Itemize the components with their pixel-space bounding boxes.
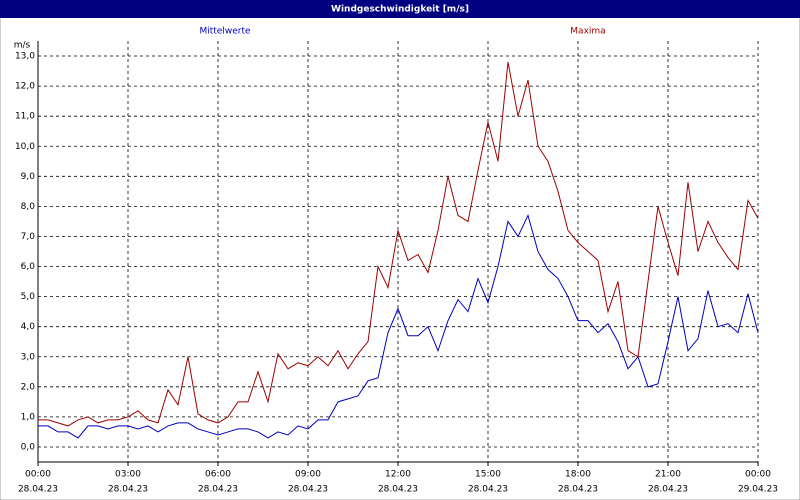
series-line bbox=[38, 61, 759, 427]
x-tick-date: 29.04.23 bbox=[738, 485, 778, 495]
y-tick-label: 10,0 bbox=[15, 142, 35, 152]
x-tick-label: 06:00 bbox=[205, 470, 231, 480]
y-tick-label: 8,0 bbox=[21, 202, 36, 212]
y-tick-label: 2,0 bbox=[21, 382, 36, 392]
x-tick-label: 00:00 bbox=[745, 470, 771, 480]
x-tick-label: 09:00 bbox=[295, 470, 321, 480]
x-tick-label: 21:00 bbox=[655, 470, 681, 480]
y-tick-label: 13,0 bbox=[15, 52, 35, 62]
x-tick-label: 03:00 bbox=[115, 470, 141, 480]
y-tick-label: 0,0 bbox=[21, 442, 36, 452]
x-tick-label: 00:00 bbox=[25, 470, 51, 480]
y-tick-label: 12,0 bbox=[15, 82, 35, 92]
x-tick-label: 18:00 bbox=[565, 470, 591, 480]
x-tick-date: 28.04.23 bbox=[378, 485, 418, 495]
x-tick-date: 28.04.23 bbox=[558, 485, 598, 495]
chart-title: Windgeschwindigkeit [m/s] bbox=[331, 5, 469, 15]
x-tick-date: 28.04.23 bbox=[108, 485, 148, 495]
y-tick-label: 9,0 bbox=[21, 172, 36, 182]
x-tick-date: 28.04.23 bbox=[468, 485, 508, 495]
y-tick-label: 4,0 bbox=[21, 322, 36, 332]
y-tick-label: 1,0 bbox=[21, 412, 36, 422]
y-tick-label: 5,0 bbox=[21, 292, 36, 302]
x-tick-date: 28.04.23 bbox=[18, 485, 58, 495]
y-tick-label: 6,0 bbox=[21, 262, 36, 272]
y-tick-label: 11,0 bbox=[15, 112, 35, 122]
y-tick-label: 3,0 bbox=[21, 352, 36, 362]
x-tick-label: 15:00 bbox=[475, 470, 501, 480]
legend-label: Maxima bbox=[570, 27, 605, 37]
x-tick-date: 28.04.23 bbox=[198, 485, 238, 495]
title-bar bbox=[0, 0, 800, 18]
x-tick-label: 12:00 bbox=[385, 470, 411, 480]
y-tick-label: 7,0 bbox=[21, 232, 36, 242]
legend-label: Mittelwerte bbox=[199, 27, 250, 37]
x-tick-date: 28.04.23 bbox=[648, 485, 688, 495]
y-unit: m/s bbox=[14, 41, 31, 51]
x-tick-date: 28.04.23 bbox=[288, 485, 328, 495]
